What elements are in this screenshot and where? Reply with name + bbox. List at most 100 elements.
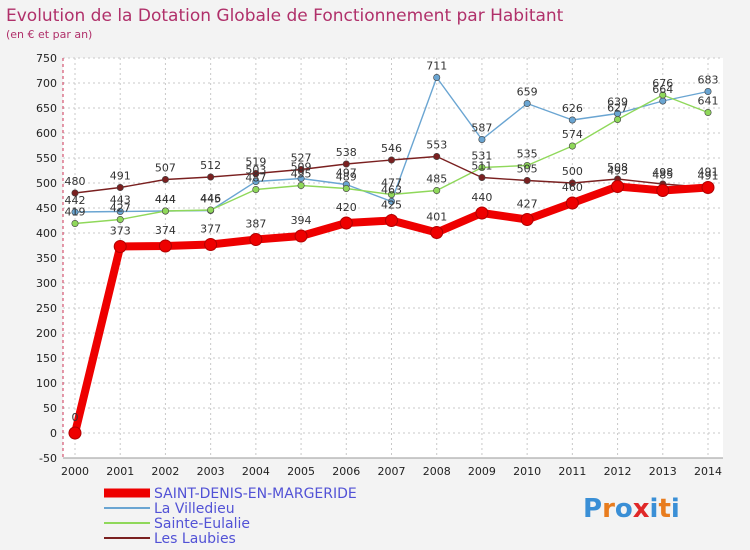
- data-label: 373: [110, 225, 131, 238]
- data-label: 505: [517, 163, 538, 176]
- x-tick-label: 2002: [151, 465, 179, 478]
- y-tick-label: 650: [36, 102, 57, 115]
- x-tick-label: 2001: [106, 465, 134, 478]
- x-tick-label: 2008: [423, 465, 451, 478]
- data-labels: 0 373 374 377 387 394 420 425 401 440 427 460 493 485…: [65, 60, 719, 425]
- data-point: [297, 175, 305, 183]
- data-point: [252, 170, 260, 178]
- data-label: 487: [245, 172, 266, 185]
- data-label: 0: [72, 411, 79, 424]
- logo-letter: P: [583, 494, 602, 524]
- data-point: [704, 109, 712, 117]
- chart-title: Evolution de la Dotation Globale de Fonc…: [6, 6, 564, 26]
- data-label: 683: [698, 74, 719, 87]
- data-point: [113, 240, 127, 253]
- legend-label: La Villedieu: [154, 501, 235, 517]
- x-tick-label: 2009: [468, 465, 496, 478]
- proxiti-logo: Proxiti: [583, 494, 680, 524]
- x-tick-label: 2005: [287, 465, 315, 478]
- data-label: 664: [652, 83, 673, 96]
- data-label: 443: [110, 194, 131, 207]
- data-label: 507: [155, 162, 176, 175]
- data-label: 491: [698, 170, 719, 183]
- data-point: [207, 206, 215, 214]
- data-label: 531: [471, 150, 492, 163]
- data-label: 374: [155, 224, 176, 237]
- data-point: [161, 207, 169, 215]
- data-label: 574: [562, 128, 583, 141]
- data-label: 425: [381, 199, 402, 212]
- data-point: [294, 229, 308, 243]
- data-label: 427: [517, 198, 538, 211]
- data-point: [116, 208, 124, 216]
- data-point: [342, 185, 350, 193]
- y-tick-label: 500: [36, 177, 57, 190]
- grid: [63, 57, 723, 459]
- data-point: [71, 208, 79, 216]
- x-tick-label: 2003: [197, 465, 225, 478]
- x-tick-label: 2000: [61, 465, 89, 478]
- data-label: 427: [110, 202, 131, 215]
- chart-subtitle: (en € et par an): [6, 28, 92, 41]
- data-point: [387, 191, 395, 199]
- data-label: 512: [200, 159, 221, 172]
- data-label: 477: [381, 177, 402, 190]
- data-label: 538: [336, 146, 357, 159]
- data-point: [385, 214, 398, 227]
- data-point: [387, 156, 395, 164]
- data-point: [701, 181, 715, 194]
- x-tick-label: 2013: [649, 465, 677, 478]
- data-label: 627: [607, 102, 628, 115]
- data-point: [252, 178, 260, 186]
- data-point: [704, 88, 712, 96]
- y-tick-label: 700: [36, 77, 57, 90]
- data-label: 500: [562, 165, 583, 178]
- data-label: 394: [291, 214, 312, 227]
- data-label: 442: [65, 194, 86, 207]
- x-tick-label: 2014: [694, 465, 722, 478]
- data-point: [568, 179, 576, 187]
- data-label: 497: [336, 167, 357, 180]
- data-point: [68, 426, 82, 440]
- y-tick-label: 200: [36, 327, 57, 340]
- data-point: [565, 196, 579, 210]
- data-label: 444: [155, 193, 176, 206]
- data-label: 387: [245, 218, 266, 231]
- data-label: 535: [517, 148, 538, 161]
- data-point: [659, 97, 667, 105]
- logo-letter: x: [633, 494, 650, 524]
- data-label: 546: [381, 142, 402, 155]
- data-point: [339, 216, 353, 230]
- x-tick-label: 2012: [604, 465, 632, 478]
- data-point: [297, 166, 305, 174]
- logo-letter: t: [658, 494, 670, 524]
- data-point: [614, 116, 622, 124]
- data-point: [249, 233, 263, 246]
- data-label: 444: [155, 193, 176, 206]
- y-tick-label: -50: [39, 452, 57, 465]
- data-label: 639: [607, 96, 628, 109]
- logo-letter: r: [602, 494, 615, 524]
- data-point: [207, 173, 215, 181]
- y-tick-label: 50: [43, 402, 57, 415]
- data-label: 509: [291, 161, 312, 174]
- y-tick-label: 400: [36, 227, 57, 240]
- data-point: [116, 184, 124, 192]
- y-tick-label: 600: [36, 127, 57, 140]
- data-point: [433, 74, 441, 82]
- data-label: 676: [652, 77, 673, 90]
- data-label: 491: [698, 166, 719, 179]
- data-point: [433, 187, 441, 195]
- data-point: [520, 213, 534, 226]
- data-point: [342, 160, 350, 168]
- data-point: [568, 116, 576, 124]
- x-tick-label: 2006: [332, 465, 360, 478]
- y-tick-label: 0: [50, 427, 57, 440]
- data-label: 440: [471, 191, 492, 204]
- data-label: 503: [245, 164, 266, 177]
- x-tick-label: 2010: [513, 465, 541, 478]
- data-point: [297, 182, 305, 190]
- data-point: [71, 220, 79, 228]
- data-point: [433, 153, 441, 161]
- data-label: 626: [562, 102, 583, 115]
